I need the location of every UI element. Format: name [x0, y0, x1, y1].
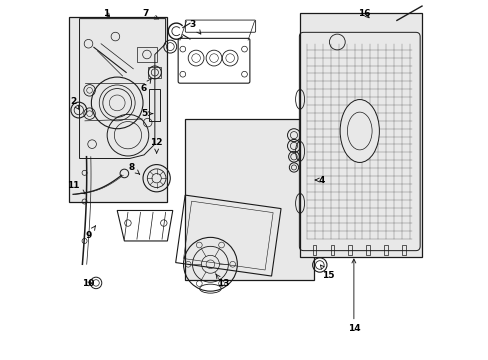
Text: 11: 11 [67, 181, 85, 194]
Text: 6: 6 [141, 79, 151, 93]
Text: 3: 3 [189, 19, 201, 34]
Text: 8: 8 [128, 163, 140, 174]
Text: 10: 10 [81, 279, 94, 288]
Text: 1: 1 [103, 9, 109, 18]
Text: 16: 16 [358, 9, 370, 18]
Bar [384, 244, 387, 255]
Bar [402, 244, 405, 255]
Text: 5: 5 [141, 109, 152, 118]
Bar [366, 244, 369, 255]
Text: 14: 14 [347, 259, 360, 333]
Ellipse shape [346, 112, 371, 150]
Text: 15: 15 [320, 265, 334, 279]
Text: 12: 12 [150, 138, 163, 153]
Text: 4: 4 [315, 176, 324, 185]
Text: 13: 13 [216, 274, 229, 288]
Bar [330, 244, 333, 255]
Bar [69, 17, 167, 202]
Bar [312, 244, 316, 255]
Bar [300, 13, 421, 257]
Text: 9: 9 [85, 226, 95, 240]
Ellipse shape [340, 100, 379, 162]
Bar [348, 244, 351, 255]
Text: 2: 2 [70, 96, 79, 109]
Bar [149, 89, 159, 121]
Bar [185, 119, 314, 280]
Bar [137, 47, 156, 62]
Text: 7: 7 [142, 9, 158, 19]
Bar [148, 67, 161, 78]
